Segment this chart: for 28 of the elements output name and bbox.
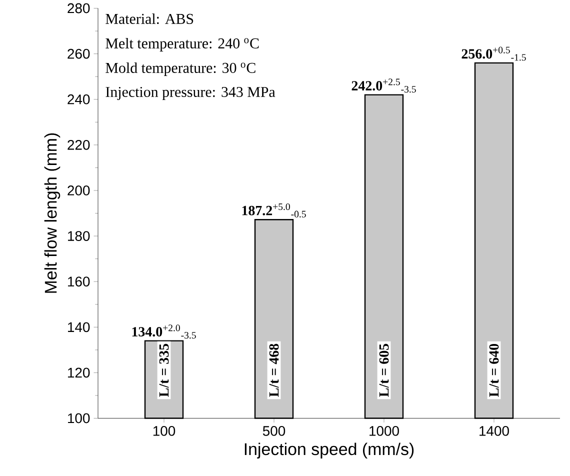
y-tick-label: 220 <box>68 140 90 150</box>
annotation: Mold temperature: 30 $^{o}$C <box>106 62 256 76</box>
y-tick-label: 160 <box>68 276 90 286</box>
x-tick-label: 500 <box>262 426 286 436</box>
y-tick-label: 120 <box>68 368 90 378</box>
y-tick-label: 280 <box>68 3 90 14</box>
x-tick-label: 100 <box>153 426 176 436</box>
annotation: Material: ABS <box>106 13 194 24</box>
data-label: 242.0$^{+2.5}$-3.5 <box>352 78 416 92</box>
y-tick-label: 140 <box>68 322 90 332</box>
x-tick-label: 1400 <box>480 426 509 436</box>
annotation: L/t = 335 <box>159 344 169 397</box>
y-tick-label: 240 <box>68 94 90 104</box>
data-label: 256.0$^{+0.5}$-1.5 <box>462 46 526 61</box>
x-tick-label: 1000 <box>370 426 399 436</box>
data-label: 134.0$^{+2.0}$-3.5 <box>132 324 196 338</box>
y-axis-title: Melt flow length (mm) <box>44 133 60 293</box>
annotation: L/t = 468 <box>269 344 279 397</box>
y-tick-label: 100 <box>68 413 90 424</box>
annotation: Injection pressure: 343 MPa <box>106 86 276 100</box>
data-label: 187.2$^{+5.0}$-0.5 <box>242 203 306 218</box>
x-axis-title: Injection speed (mm/s) <box>244 442 414 458</box>
annotation: L/t = 640 <box>489 344 499 397</box>
annotation: L/t = 605 <box>379 344 389 397</box>
annotation: Melt temperature: 240 $^{o}$C <box>106 38 259 52</box>
y-tick-label: 260 <box>68 48 90 59</box>
y-tick-label: 200 <box>68 185 90 196</box>
y-tick-label: 180 <box>68 230 90 241</box>
